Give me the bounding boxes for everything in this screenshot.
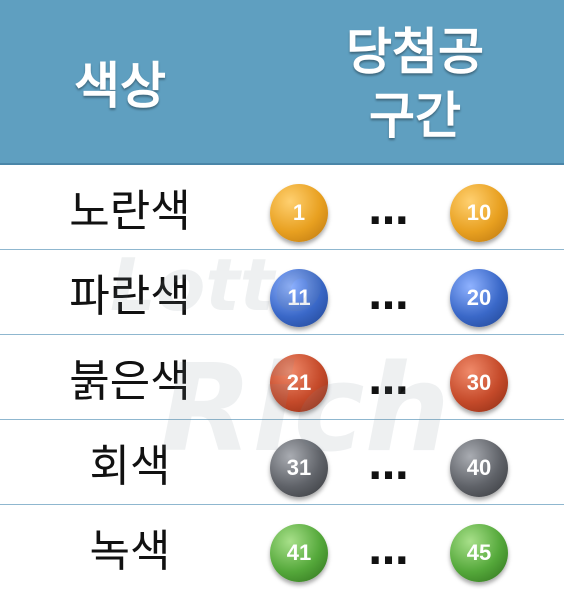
table-row-green: 녹색 41 … 45 — [0, 505, 564, 589]
ball-end: 30 — [450, 354, 508, 412]
ball-start: 41 — [270, 524, 328, 582]
header-winning-range: 당첨공 구간 — [300, 14, 530, 154]
header-color: 색상 — [74, 56, 166, 115]
table-header: 색상 당첨공 구간 — [0, 0, 564, 165]
table-row-red: 붉은색 21 … 30 — [0, 335, 564, 420]
row-label: 파란색 — [69, 271, 191, 322]
ball-end: 20 — [450, 269, 508, 327]
ball-start: 21 — [270, 354, 328, 412]
ball-end: 45 — [450, 524, 508, 582]
ball-end: 40 — [450, 439, 508, 497]
row-label: 녹색 — [89, 526, 171, 577]
table-row-yellow: 노란색 1 … 10 — [0, 165, 564, 250]
ball-start: 1 — [270, 184, 328, 242]
ball-end: 10 — [450, 184, 508, 242]
range-ellipsis: … — [368, 443, 412, 489]
range-ellipsis: … — [368, 188, 412, 234]
row-label: 붉은색 — [69, 356, 191, 407]
range-ellipsis: … — [368, 528, 412, 574]
table-row-blue: 파란색 11 … 20 — [0, 250, 564, 335]
table-row-gray: 회색 31 … 40 — [0, 420, 564, 505]
row-label: 회색 — [89, 441, 171, 492]
ball-start: 11 — [270, 269, 328, 327]
header-range-line1: 당첨공 — [346, 23, 484, 81]
range-ellipsis: … — [368, 358, 412, 404]
range-ellipsis: … — [368, 273, 412, 319]
ball-start: 31 — [270, 439, 328, 497]
row-label: 노란색 — [69, 186, 191, 237]
header-range-line2: 구간 — [369, 87, 461, 145]
